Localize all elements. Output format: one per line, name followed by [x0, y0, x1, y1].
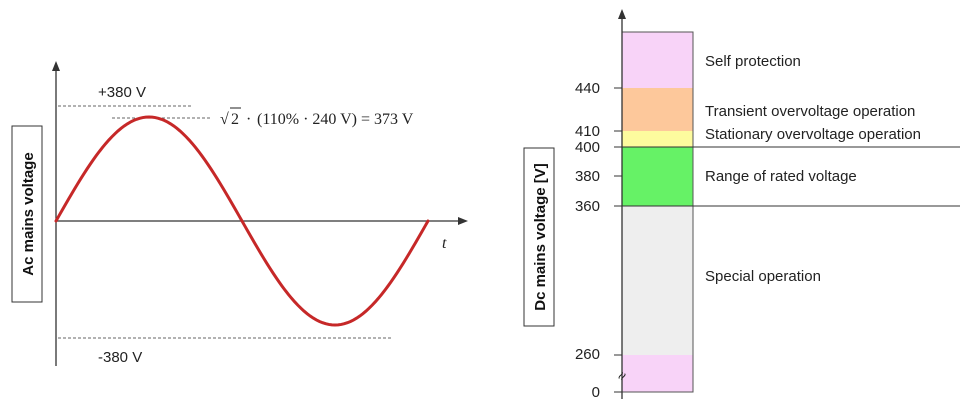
- band-transient-overvoltage: [622, 88, 693, 131]
- dc-voltage-diagram: Dc mains voltage [V] 440 410 400 380 360: [523, 9, 960, 399]
- tick-label-380: 380: [575, 168, 600, 185]
- dc-y-axis-label-box: [523, 147, 555, 327]
- ac-sine-curve: [54, 115, 430, 327]
- formula-expression: (110% · 240 V) = 373 V: [257, 111, 414, 128]
- band-rated-voltage: [622, 147, 693, 206]
- tick-label-360: 360: [575, 198, 600, 215]
- formula-radicand: 2: [231, 111, 239, 128]
- tick-label-0: 0: [592, 384, 600, 399]
- ac-peak-formula: √ 2 · (110% · 240 V) = 373 V: [220, 107, 414, 128]
- band-label-transient-overvoltage: Transient overvoltage operation: [705, 103, 915, 120]
- dc-tick-marks: [614, 87, 622, 393]
- tick-label-260: 260: [575, 346, 600, 363]
- ac-y-axis-label: Ac mains voltage: [20, 152, 37, 275]
- tick-label-400: 400: [575, 139, 600, 156]
- band-label-self-protection: Self protection: [705, 53, 801, 70]
- band-stationary-overvoltage: [622, 131, 693, 147]
- ac-negative-peak-label: -380 V: [98, 349, 142, 366]
- ac-voltage-diagram: Ac mains voltage t +380 V -380 V √ 2 · (…: [11, 61, 468, 366]
- dc-y-axis-label: Dc mains voltage [V]: [532, 163, 549, 311]
- ac-y-axis-label-box: [11, 125, 43, 303]
- band-label-special-operation: Special operation: [705, 268, 821, 285]
- band-label-rated-voltage: Range of rated voltage: [705, 168, 857, 185]
- formula-operator: ·: [246, 111, 251, 128]
- tick-label-410: 410: [575, 123, 600, 140]
- band-special-operation: [622, 206, 693, 355]
- formula-sqrt-symbol: √: [220, 111, 229, 128]
- band-label-stationary-overvoltage: Stationary overvoltage operation: [705, 126, 921, 143]
- tick-label-440: 440: [575, 80, 600, 97]
- band-lower-protection: [622, 355, 693, 392]
- band-self-protection: [622, 32, 693, 88]
- ac-x-axis-label: t: [442, 235, 447, 252]
- ac-positive-peak-label: +380 V: [98, 84, 146, 101]
